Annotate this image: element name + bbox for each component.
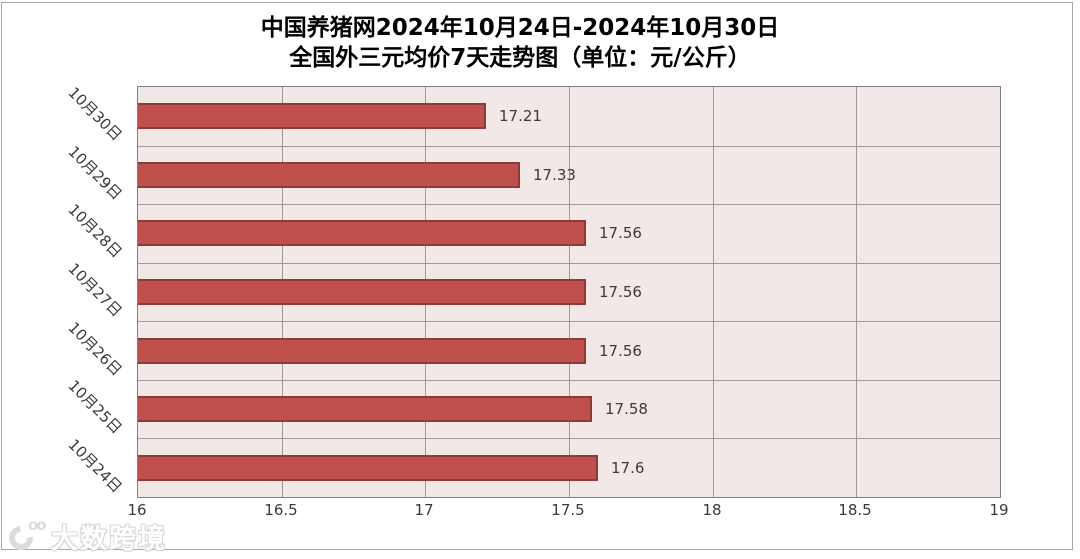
bar-10月28日 [138,220,586,246]
chart-title-line2: 全国外三元均价7天走势图（单位：元/公斤） [289,45,751,71]
x-axis-tick-label: 19 [989,501,1009,519]
bar-value-label: 17.58 [605,400,648,418]
chart-title: 中国养猪网2024年10月24日-2024年10月30日 全国外三元均价7天走势… [0,13,1040,73]
watermark-text: 大数跨境 [51,523,167,555]
bar-value-label: 17.56 [599,283,642,301]
bar-value-label: 17.33 [533,166,576,184]
bar-value-label: 17.56 [599,342,642,360]
bar-value-label: 17.56 [599,224,642,242]
bar-10月24日 [138,455,598,481]
bar-10月29日 [138,162,520,188]
x-axis-tick-label: 17 [414,501,434,519]
bar-10月30日 [138,103,486,129]
watermark: oo 大数跨境 [4,516,167,555]
category-separator-line [138,438,1000,439]
bar-value-label: 17.6 [611,459,645,477]
watermark-logo-icon: oo [4,516,47,555]
x-axis-tick-label: 16 [127,501,147,519]
x-axis-tick-label: 17.5 [551,501,585,519]
category-separator-line [138,146,1000,147]
plot-area: 17.21 17.33 17.56 17.56 17.56 17.58 17.6 [137,86,1001,498]
bar-10月26日 [138,338,586,364]
chart-frame [1,2,1073,550]
x-axis-tick-label: 16.5 [264,501,298,519]
vertical-gridline [856,87,858,497]
category-separator-line [138,380,1000,381]
vertical-gridline [712,87,714,497]
category-separator-line [138,204,1000,205]
bar-value-label: 17.21 [499,107,542,125]
x-axis-tick-label: 18.5 [838,501,872,519]
x-axis-tick-label: 18 [702,501,722,519]
category-separator-line [138,263,1000,264]
category-separator-line [138,321,1000,322]
chart-title-line1: 中国养猪网2024年10月24日-2024年10月30日 [260,15,780,41]
bar-10月27日 [138,279,586,305]
bar-10月25日 [138,396,592,422]
